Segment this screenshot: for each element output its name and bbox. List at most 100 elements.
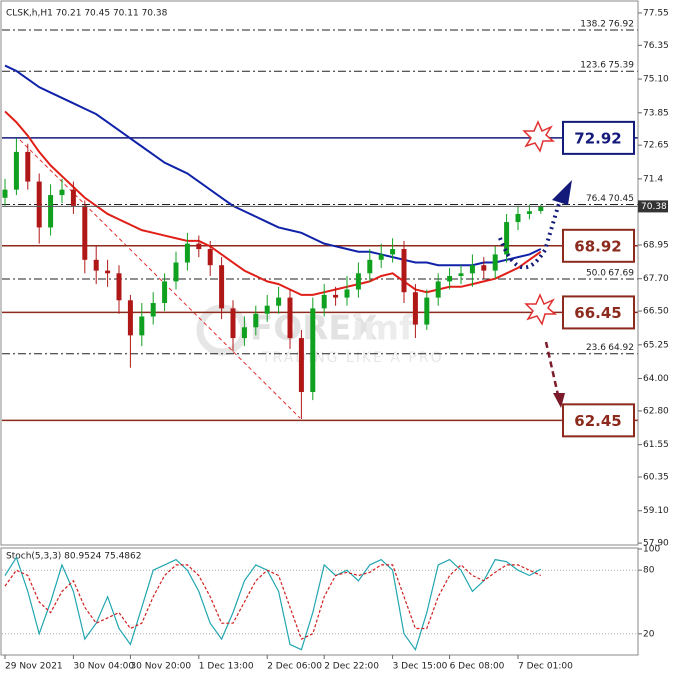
y-tick-label: 62.80 xyxy=(643,406,669,416)
y-tick-label: 73.85 xyxy=(643,108,669,118)
candle-body xyxy=(378,254,384,260)
moving-average xyxy=(4,64,542,267)
candle-body xyxy=(412,292,418,325)
y-tick-label: 65.25 xyxy=(643,340,669,350)
down-arrow xyxy=(544,341,560,396)
x-tick-label: 2 Dec 22:00 xyxy=(324,662,379,672)
candle-body xyxy=(492,254,498,271)
level-box xyxy=(562,120,635,155)
x-tick-label: 29 Nov 2021 xyxy=(5,662,63,672)
candle-body xyxy=(298,338,304,393)
last-price-label: 70.38 xyxy=(641,202,667,212)
level-label: 72.92 xyxy=(574,129,621,147)
y-tick-label: 80 xyxy=(643,566,655,576)
candle-body xyxy=(13,151,19,190)
trend-line xyxy=(19,139,301,419)
stoch-frame xyxy=(0,547,639,656)
x-tick-label: 1 Dec 13:00 xyxy=(199,662,254,672)
candle-body xyxy=(481,265,487,271)
candle-body xyxy=(264,305,270,314)
candle-body xyxy=(184,243,190,263)
up-arrow-head xyxy=(552,180,572,205)
y-tick-label: 59.10 xyxy=(643,506,669,516)
candle-body xyxy=(390,249,396,255)
candle-body xyxy=(207,249,213,266)
y-tick-label: 20 xyxy=(643,629,655,639)
candle-body xyxy=(276,297,282,306)
candle-body xyxy=(287,297,293,339)
candle-body xyxy=(435,281,441,298)
candle-body xyxy=(105,270,111,274)
candle-body xyxy=(196,243,202,250)
x-tick-label: 30 Nov 20:00 xyxy=(130,662,191,672)
candle-body xyxy=(25,151,31,182)
candle-body xyxy=(424,297,430,325)
candle-body xyxy=(515,213,521,223)
level-box xyxy=(562,228,635,263)
candle-body xyxy=(150,302,156,317)
candle-body xyxy=(469,265,475,274)
x-tick-label: 3 Dec 15:00 xyxy=(393,662,448,672)
candle-body xyxy=(36,181,42,228)
x-tick-label: 7 Dec 01:00 xyxy=(518,662,573,672)
up-arrow xyxy=(498,199,562,270)
candle-body xyxy=(344,289,350,298)
y-tick-label: 75.10 xyxy=(643,75,669,85)
candle-body xyxy=(504,222,510,255)
y-tick-label: 72.65 xyxy=(643,141,669,151)
candle-body xyxy=(70,189,76,206)
candle-body xyxy=(458,273,464,277)
watermark-brand-suffix: imf xyxy=(352,309,415,349)
fib-price: 70.45 xyxy=(608,194,634,204)
plot-frame xyxy=(0,0,639,546)
candle-body xyxy=(173,262,179,282)
x-tick-label: 30 Nov 04:00 xyxy=(73,662,134,672)
candle-body xyxy=(253,313,259,328)
candle-body xyxy=(241,327,247,339)
fib-price: 75.39 xyxy=(608,61,634,71)
fib-ratio: 50.0 xyxy=(586,268,606,278)
y-tick-label: 68.95 xyxy=(643,240,669,250)
candle-body xyxy=(538,206,544,211)
candle-body xyxy=(93,259,99,271)
stoch-line xyxy=(4,556,542,652)
candle-body xyxy=(127,300,133,336)
candle-body xyxy=(526,211,532,214)
chart-title: CLSK,h,H1 70.21 70.45 70.11 70.38 xyxy=(6,9,168,19)
y-tick-label: 61.55 xyxy=(643,440,669,450)
candle-body xyxy=(310,308,316,393)
candle-body xyxy=(139,316,145,336)
y-tick-label: 76.35 xyxy=(643,41,669,51)
fib-ratio: 138.2 xyxy=(580,19,606,29)
last-price-box xyxy=(638,200,668,213)
level-label: 62.45 xyxy=(574,412,621,430)
stoch-line xyxy=(4,564,542,640)
y-tick-label: 67.70 xyxy=(643,274,669,284)
candle-body xyxy=(333,294,339,298)
fib-ratio: 76.4 xyxy=(586,194,606,204)
level-label: 66.45 xyxy=(574,304,621,322)
x-tick-label: 2 Dec 06:00 xyxy=(267,662,322,672)
level-label: 68.92 xyxy=(574,237,621,255)
fib-price: 67.69 xyxy=(608,268,634,278)
x-tick-label: 6 Dec 08:00 xyxy=(450,662,505,672)
moving-average xyxy=(4,110,542,296)
candle-body xyxy=(321,294,327,309)
candle-body xyxy=(447,276,453,282)
candle-body xyxy=(59,189,65,196)
candle-body xyxy=(355,273,361,290)
y-tick-label: 77.55 xyxy=(643,8,669,18)
candle-body xyxy=(230,308,236,339)
candle-body xyxy=(367,259,373,274)
y-tick-label: 66.50 xyxy=(643,307,669,317)
candle-body xyxy=(48,195,54,228)
candle-body xyxy=(219,265,225,309)
fib-price: 64.92 xyxy=(608,343,634,353)
candle-body xyxy=(2,189,8,198)
y-tick-label: 60.35 xyxy=(643,473,669,483)
burst xyxy=(524,293,558,326)
fib-ratio: 123.6 xyxy=(580,61,606,71)
candle-body xyxy=(116,273,122,301)
y-tick-label: 100 xyxy=(643,545,660,555)
level-box xyxy=(562,403,635,438)
